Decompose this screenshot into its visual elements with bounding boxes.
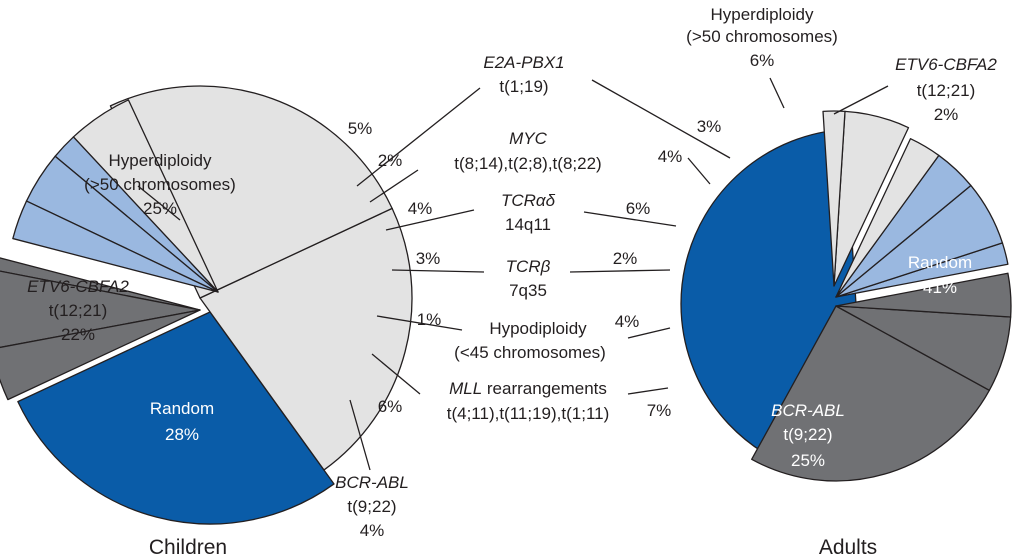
adults-random-name: Random bbox=[908, 253, 972, 272]
center-tcrb-sub: 7q35 bbox=[509, 281, 547, 300]
adults-random-pct: 41% bbox=[923, 278, 957, 297]
children-hyper-sub: (>50 chromosomes) bbox=[84, 175, 236, 194]
center-myc-name: MYC bbox=[509, 129, 548, 148]
adults-mll-pct: 7% bbox=[647, 401, 672, 420]
leader-adults-mll bbox=[627, 387, 669, 395]
center-myc-sub: t(8;14),t(2;8),t(8;22) bbox=[454, 154, 601, 173]
center-e2a-name: E2A-PBX1 bbox=[483, 53, 564, 72]
adults-slice-hypo bbox=[835, 272, 1012, 318]
leader-children-tcrb bbox=[391, 269, 485, 273]
leader-adults-tcrad bbox=[583, 211, 677, 227]
children-hyper-name: Hyperdiploidy bbox=[109, 151, 212, 170]
children-slice-mll bbox=[0, 270, 201, 349]
leader-adults-myc bbox=[687, 157, 711, 185]
adults-hypo-pct: 4% bbox=[615, 312, 640, 331]
children-etv6-name: ETV6-CBFA2 bbox=[27, 277, 129, 296]
leader-adults-tcrb bbox=[569, 269, 671, 273]
children-bcr-sub: t(9;22) bbox=[347, 497, 396, 516]
children-tcrad-pct: 4% bbox=[408, 199, 433, 218]
adults-myc-pct: 4% bbox=[658, 147, 683, 166]
center-tcrad-name: TCRαδ bbox=[501, 191, 556, 210]
center-mll-sub: t(4;11),t(11;19),t(1;11) bbox=[447, 404, 610, 423]
center-mll-italic: MLL bbox=[449, 379, 482, 398]
children-slice-hypo bbox=[0, 257, 201, 311]
children-hyper-pct: 25% bbox=[143, 199, 177, 218]
children-bcr-name: BCR-ABL bbox=[335, 473, 409, 492]
adults-hyper-name: Hyperdiploidy bbox=[711, 5, 814, 24]
leader-adults-e2a bbox=[591, 79, 731, 159]
children-etv6-sub: t(12;21) bbox=[49, 301, 108, 320]
leader-children-myc bbox=[369, 169, 419, 203]
children-tcrb-pct: 3% bbox=[416, 249, 441, 268]
leader-children-e2a bbox=[356, 87, 481, 187]
children-e2a-pct: 5% bbox=[348, 119, 373, 138]
center-tcrb-name: TCRβ bbox=[506, 257, 551, 276]
center-tcrad-sub: 14q11 bbox=[505, 215, 551, 234]
children-mll-pct: 6% bbox=[378, 397, 403, 416]
adults-etv6-pct: 2% bbox=[934, 105, 959, 124]
leader-children-hyper bbox=[137, 185, 181, 221]
leader-adults-hyper bbox=[769, 77, 785, 109]
center-mll-name: MLL rearrangements bbox=[449, 379, 607, 398]
children-slice-bcr bbox=[0, 309, 201, 401]
adults-hyper-pct: 6% bbox=[750, 51, 775, 70]
children-myc-pct: 2% bbox=[378, 151, 403, 170]
center-hypo-name: Hypodiploidy bbox=[489, 319, 587, 338]
adults-bcr-name: BCR-ABL bbox=[771, 401, 845, 420]
pie-slices bbox=[0, 85, 1012, 525]
adults-slice-e2a bbox=[835, 138, 940, 298]
caption-children: Children bbox=[149, 536, 227, 558]
center-mll-rest: rearrangements bbox=[482, 379, 607, 398]
children-slice-tcrb bbox=[12, 200, 219, 293]
center-e2a-sub: t(1;19) bbox=[499, 77, 548, 96]
leader-children-bcr bbox=[349, 399, 371, 471]
adults-tcrb-pct: 2% bbox=[613, 249, 638, 268]
leader-lines bbox=[137, 77, 889, 471]
children-hypo-pct: 1% bbox=[417, 310, 442, 329]
leader-children-tcrad bbox=[385, 209, 475, 231]
adults-hyper-sub: (>50 chromosomes) bbox=[686, 27, 838, 46]
children-slice-random bbox=[17, 311, 335, 525]
children-random-pct: 28% bbox=[165, 425, 199, 444]
adults-etv6-sub: t(12;21) bbox=[917, 81, 976, 100]
adults-bcr-pct: 25% bbox=[791, 451, 825, 470]
children-etv6-pct: 22% bbox=[61, 325, 95, 344]
adults-etv6-name: ETV6-CBFA2 bbox=[895, 55, 997, 74]
leader-children-mll bbox=[371, 353, 421, 395]
leader-children-hypo bbox=[376, 315, 463, 331]
center-hypo-sub: (<45 chromosomes) bbox=[454, 343, 606, 362]
adults-tcrad-pct: 6% bbox=[626, 199, 651, 218]
leader-adults-etv6 bbox=[833, 85, 889, 115]
adults-e2a-pct: 3% bbox=[697, 117, 722, 136]
adults-bcr-sub: t(9;22) bbox=[783, 425, 832, 444]
leader-adults-hypo bbox=[627, 327, 671, 339]
children-random-name: Random bbox=[150, 399, 214, 418]
adults-slice-bcr bbox=[751, 305, 990, 482]
adults-slice-etv6 bbox=[822, 110, 846, 287]
children-bcr-pct: 4% bbox=[360, 521, 385, 540]
caption-adults: Adults bbox=[819, 536, 877, 558]
